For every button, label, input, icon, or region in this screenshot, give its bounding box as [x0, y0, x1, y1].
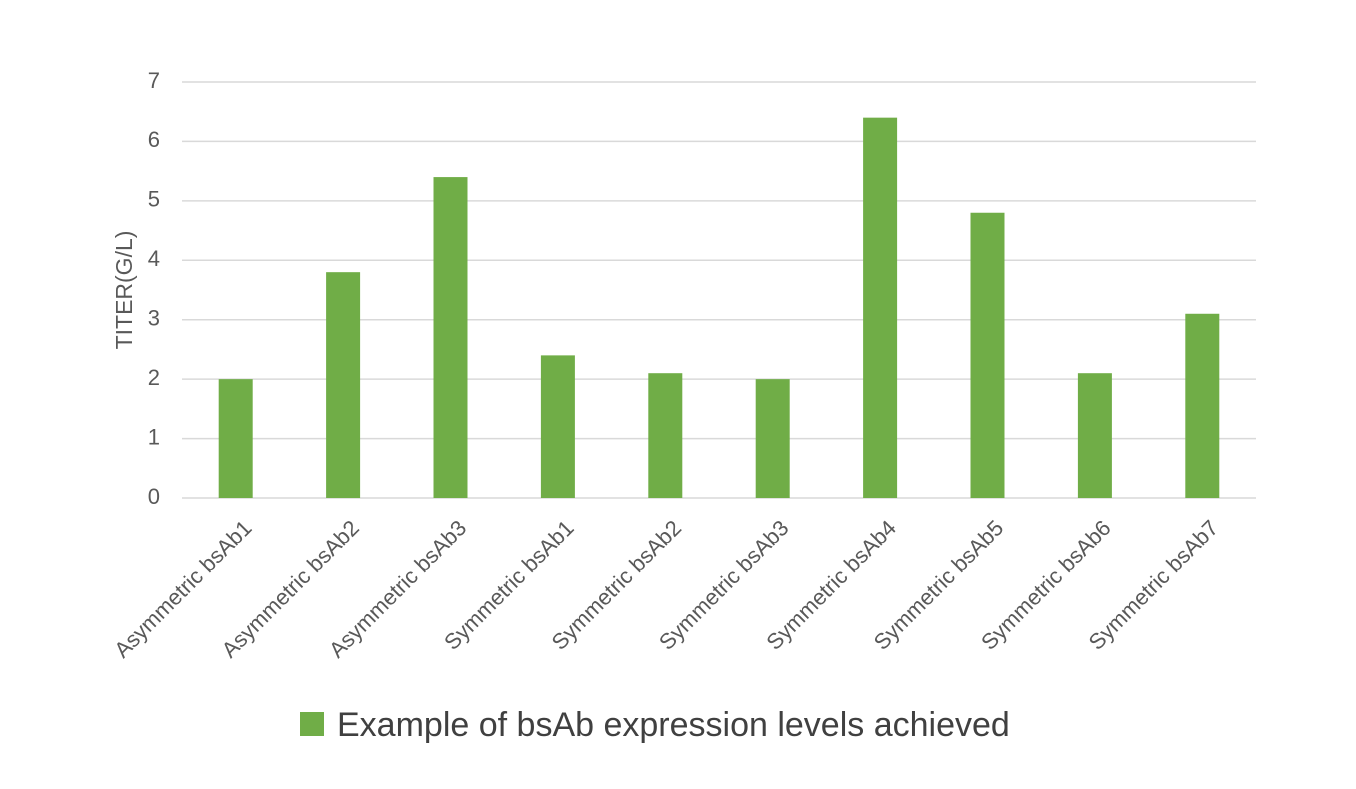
- legend: Example of bsAb expression levels achiev…: [300, 706, 1010, 744]
- legend-label: Example of bsAb expression levels achiev…: [337, 706, 1010, 744]
- gridlines: [182, 81, 1256, 499]
- bars: [218, 117, 1220, 499]
- y-tick-label: 2: [148, 365, 160, 390]
- bar: [433, 177, 468, 499]
- bar: [648, 373, 683, 498]
- y-tick-label: 1: [148, 424, 160, 449]
- bar: [863, 117, 898, 499]
- y-axis-title: TITER(G/L): [111, 231, 137, 350]
- bar: [755, 379, 790, 498]
- bar: [326, 272, 361, 498]
- bar: [970, 212, 1005, 498]
- y-tick-label: 7: [148, 68, 160, 93]
- y-tick-label: 3: [148, 306, 160, 331]
- bar: [218, 379, 253, 498]
- y-tick-label: 4: [148, 246, 160, 271]
- y-axis-ticks: 0 1 2 3 4 5 6 7: [148, 68, 160, 509]
- y-tick-label: 5: [148, 187, 160, 212]
- bar: [1185, 313, 1220, 498]
- y-tick-label: 6: [148, 127, 160, 152]
- bar: [540, 355, 575, 498]
- legend-swatch: [300, 712, 324, 736]
- bar: [1077, 373, 1112, 498]
- y-tick-label: 0: [148, 484, 160, 509]
